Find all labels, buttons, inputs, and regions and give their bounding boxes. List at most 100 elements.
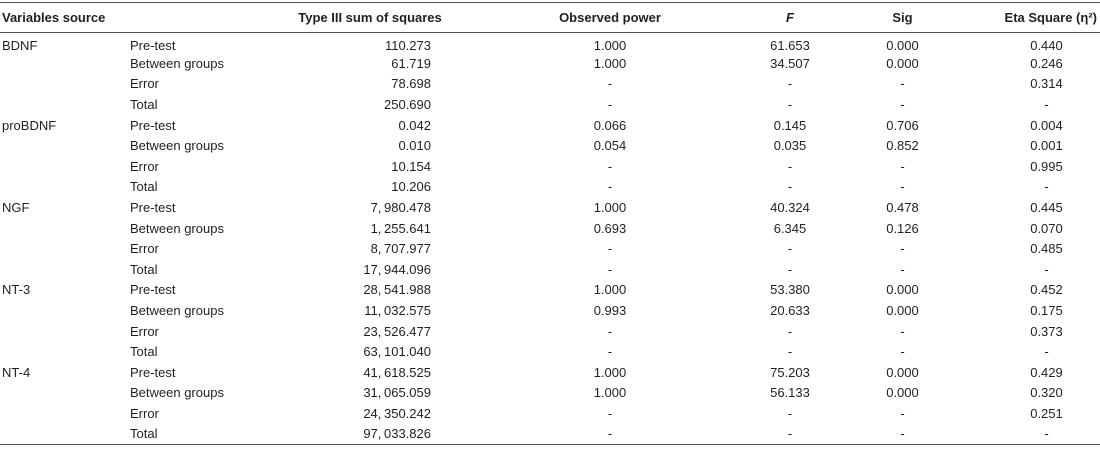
table-body: BDNF Pre-test 110.273 1.000 61.653 0.000 0.440… xyxy=(0,33,1100,445)
table-cell: 1.000 xyxy=(593,364,627,380)
table-cell: 0.440 xyxy=(1030,38,1063,54)
table-row: Error 24, 350.242 - - - 0.251 xyxy=(0,403,1100,424)
table-cell: 0.004 xyxy=(1030,117,1063,133)
table-cell: 23, 526.477 xyxy=(363,323,431,339)
table-cell: - xyxy=(787,261,793,277)
table-cell: - xyxy=(1044,261,1049,277)
empty-cell xyxy=(0,321,128,342)
table-cell: - xyxy=(1044,344,1049,360)
table-cell: 0.070 xyxy=(1030,220,1063,236)
table-cell: 11, 032.575 xyxy=(364,303,431,319)
table-row: Between groups 11, 032.575 0.993 20.633 0.00… xyxy=(0,300,1100,321)
table-cell: 0.993 xyxy=(593,303,627,319)
table-row: Total 97, 033.826 - - - - xyxy=(0,424,1100,445)
empty-cell xyxy=(0,74,128,95)
table-cell: 0.054 xyxy=(593,138,627,154)
table-row: NT-3 Pre-test 28, 541.988 1.000 53.380 0.000 0… xyxy=(0,280,1100,301)
empty-cell xyxy=(0,424,128,445)
table-cell: - xyxy=(607,261,613,277)
table-row: Between groups 0.010 0.054 0.035 0.852 0.001 xyxy=(0,135,1100,156)
table-row: Total 17, 944.096 - - - - xyxy=(0,259,1100,280)
table-cell: 110.273 xyxy=(384,38,431,54)
table-cell: 0.246 xyxy=(1030,55,1063,71)
table-cell: - xyxy=(900,241,905,257)
header-cell: Type III sum of squares xyxy=(298,10,442,25)
source-label: Between groups xyxy=(130,385,224,401)
empty-cell xyxy=(0,135,128,156)
table-cell: - xyxy=(787,158,793,174)
table-cell: - xyxy=(900,97,905,113)
header-cell xyxy=(128,3,260,33)
source-label: Error xyxy=(130,76,159,92)
table-cell: - xyxy=(787,344,793,360)
table-cell: - xyxy=(607,241,613,257)
source-label: Between groups xyxy=(130,220,224,236)
table-cell: - xyxy=(607,426,613,442)
table-row: Between groups 31, 065.059 1.000 56.133 0.00… xyxy=(0,383,1100,404)
table-cell: - xyxy=(607,158,613,174)
table-cell: 0.042 xyxy=(398,117,431,133)
source-label: Total xyxy=(130,179,158,195)
table-cell: 0.445 xyxy=(1030,200,1063,216)
table-cell: 40.324 xyxy=(770,200,810,216)
table-cell: 0.706 xyxy=(886,117,919,133)
source-label: Total xyxy=(130,426,158,442)
table-cell: 41, 618.525 xyxy=(363,364,431,380)
table-row: Total 63, 101.040 - - - - xyxy=(0,341,1100,362)
table-cell: 10.154 xyxy=(391,158,431,174)
table-cell: 28, 541.988 xyxy=(363,282,431,298)
table-row: Error 78.698 - - - 0.314 xyxy=(0,74,1100,95)
table-cell: 1.000 xyxy=(593,385,627,401)
source-label: Pre-test xyxy=(130,282,176,298)
table-cell: 0.320 xyxy=(1030,385,1063,401)
table-cell: 0.001 xyxy=(1030,138,1063,154)
table-cell: 0.000 xyxy=(886,303,919,319)
table-cell: - xyxy=(607,323,613,339)
table-row: Total 10.206 - - - - xyxy=(0,177,1100,198)
empty-cell xyxy=(0,177,128,198)
table-cell: 24, 350.242 xyxy=(363,405,431,421)
table-cell: 0.126 xyxy=(886,220,919,236)
table-cell: - xyxy=(787,76,793,92)
source-label: Error xyxy=(130,405,159,421)
table-cell: - xyxy=(900,261,905,277)
header-cell: Observed power xyxy=(559,10,661,25)
source-label: Between groups xyxy=(130,138,224,154)
table-cell: 1.000 xyxy=(593,200,627,216)
table-row: Error 10.154 - - - 0.995 xyxy=(0,156,1100,177)
table-cell: 53.380 xyxy=(770,282,810,298)
table-row: NT-4 Pre-test 41, 618.525 1.000 75.203 0.000 0… xyxy=(0,362,1100,383)
table-cell: 75.203 xyxy=(770,364,810,380)
table-cell: - xyxy=(1044,97,1049,113)
table-cell: 1.000 xyxy=(593,282,627,298)
table-cell: 0.314 xyxy=(1030,76,1063,92)
table-cell: 20.633 xyxy=(770,303,810,319)
table-cell: 10.206 xyxy=(391,179,431,195)
header-cell: Sig xyxy=(892,10,913,25)
table-cell: - xyxy=(607,179,613,195)
source-label: Error xyxy=(130,323,159,339)
table-cell: - xyxy=(900,344,905,360)
table-cell: 0.429 xyxy=(1030,364,1063,380)
table-cell: 1, 255.641 xyxy=(370,220,431,236)
table-cell: 61.719 xyxy=(391,55,431,71)
table-cell: - xyxy=(900,158,905,174)
table-cell: 250.690 xyxy=(384,97,431,113)
empty-cell xyxy=(0,403,128,424)
table-cell: 7, 980.478 xyxy=(370,200,431,216)
empty-cell xyxy=(0,341,128,362)
table-cell: 78.698 xyxy=(391,76,431,92)
table-cell: - xyxy=(1044,179,1049,195)
table-cell: 0.852 xyxy=(886,138,919,154)
table-cell: - xyxy=(787,323,793,339)
header-cell: Variables source xyxy=(2,10,106,25)
header-cell: Eta Square (η²) xyxy=(1004,10,1097,25)
table-cell: 31, 065.059 xyxy=(363,385,431,401)
empty-cell xyxy=(0,238,128,259)
table-cell: 0.478 xyxy=(886,200,919,216)
table-row: Error 23, 526.477 - - - 0.373 xyxy=(0,321,1100,342)
table-cell: 0.373 xyxy=(1030,323,1063,339)
table-cell: - xyxy=(1044,426,1049,442)
header-cell: F xyxy=(786,10,794,25)
table-cell: - xyxy=(607,405,613,421)
